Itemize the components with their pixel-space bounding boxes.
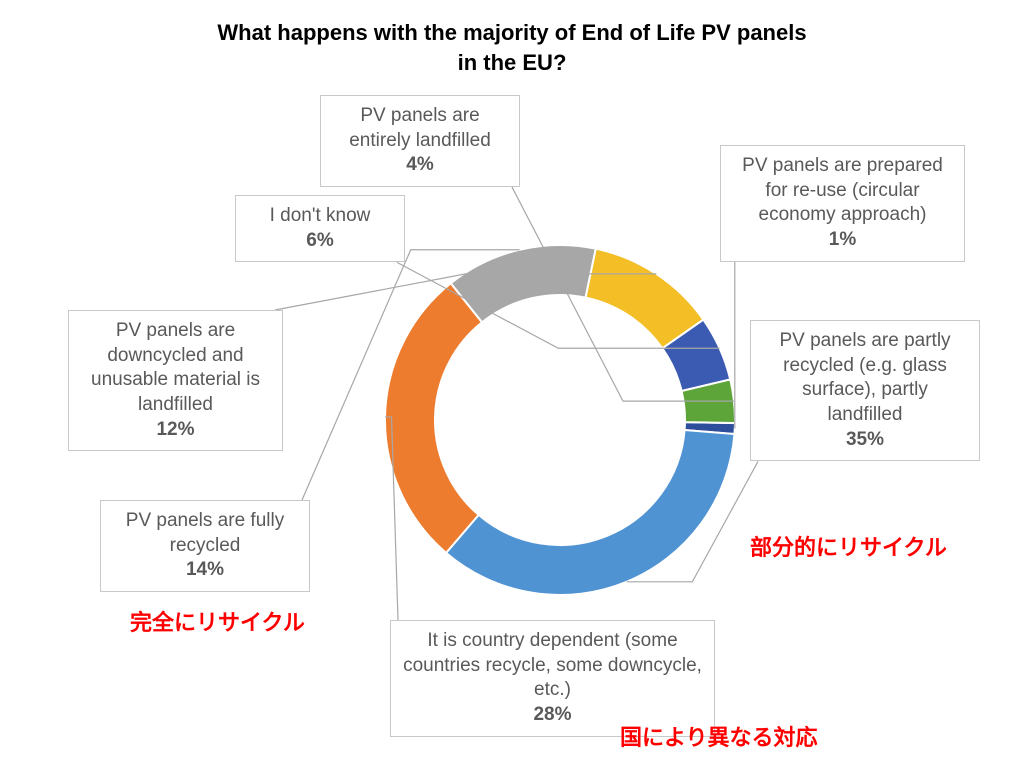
slice-countrydep: [385, 283, 482, 553]
slice-partly: [446, 430, 734, 595]
slice-fully: [451, 245, 596, 322]
label-pct-reuse: 1%: [733, 228, 952, 253]
label-text-fully: PV panels are fully recycled: [126, 510, 284, 556]
label-fully: PV panels are fully recycled14%: [100, 500, 310, 592]
label-text-partly: PV panels are partly recycled (e.g. glas…: [779, 330, 950, 425]
label-pct-fully: 14%: [113, 558, 297, 583]
label-pct-dontknow: 6%: [248, 229, 392, 254]
label-pct-landfilled: 4%: [333, 153, 507, 178]
label-landfilled: PV panels are entirely landfilled4%: [320, 95, 520, 187]
annotation-partial-recycle: 部分的にリサイクル: [750, 530, 947, 562]
label-text-landfilled: PV panels are entirely landfilled: [349, 105, 491, 151]
label-text-countrydep: It is country dependent (some countries …: [403, 630, 702, 700]
label-dontknow: I don't know 6%: [235, 195, 405, 262]
label-text-dontknow: I don't know: [270, 205, 371, 226]
annotation-country-depend: 国により異なる対応: [620, 720, 818, 752]
label-text-downcycled: PV panels are downcycled and unusable ma…: [91, 320, 260, 415]
label-text-reuse: PV panels are prepared for re-use (circu…: [742, 155, 943, 225]
label-partly: PV panels are partly recycled (e.g. glas…: [750, 320, 980, 461]
annotation-full-recycle: 完全にリサイクル: [130, 605, 305, 637]
label-reuse: PV panels are prepared for re-use (circu…: [720, 145, 965, 262]
label-pct-partly: 35%: [763, 428, 967, 453]
label-pct-downcycled: 12%: [81, 418, 270, 443]
label-downcycled: PV panels are downcycled and unusable ma…: [68, 310, 283, 451]
